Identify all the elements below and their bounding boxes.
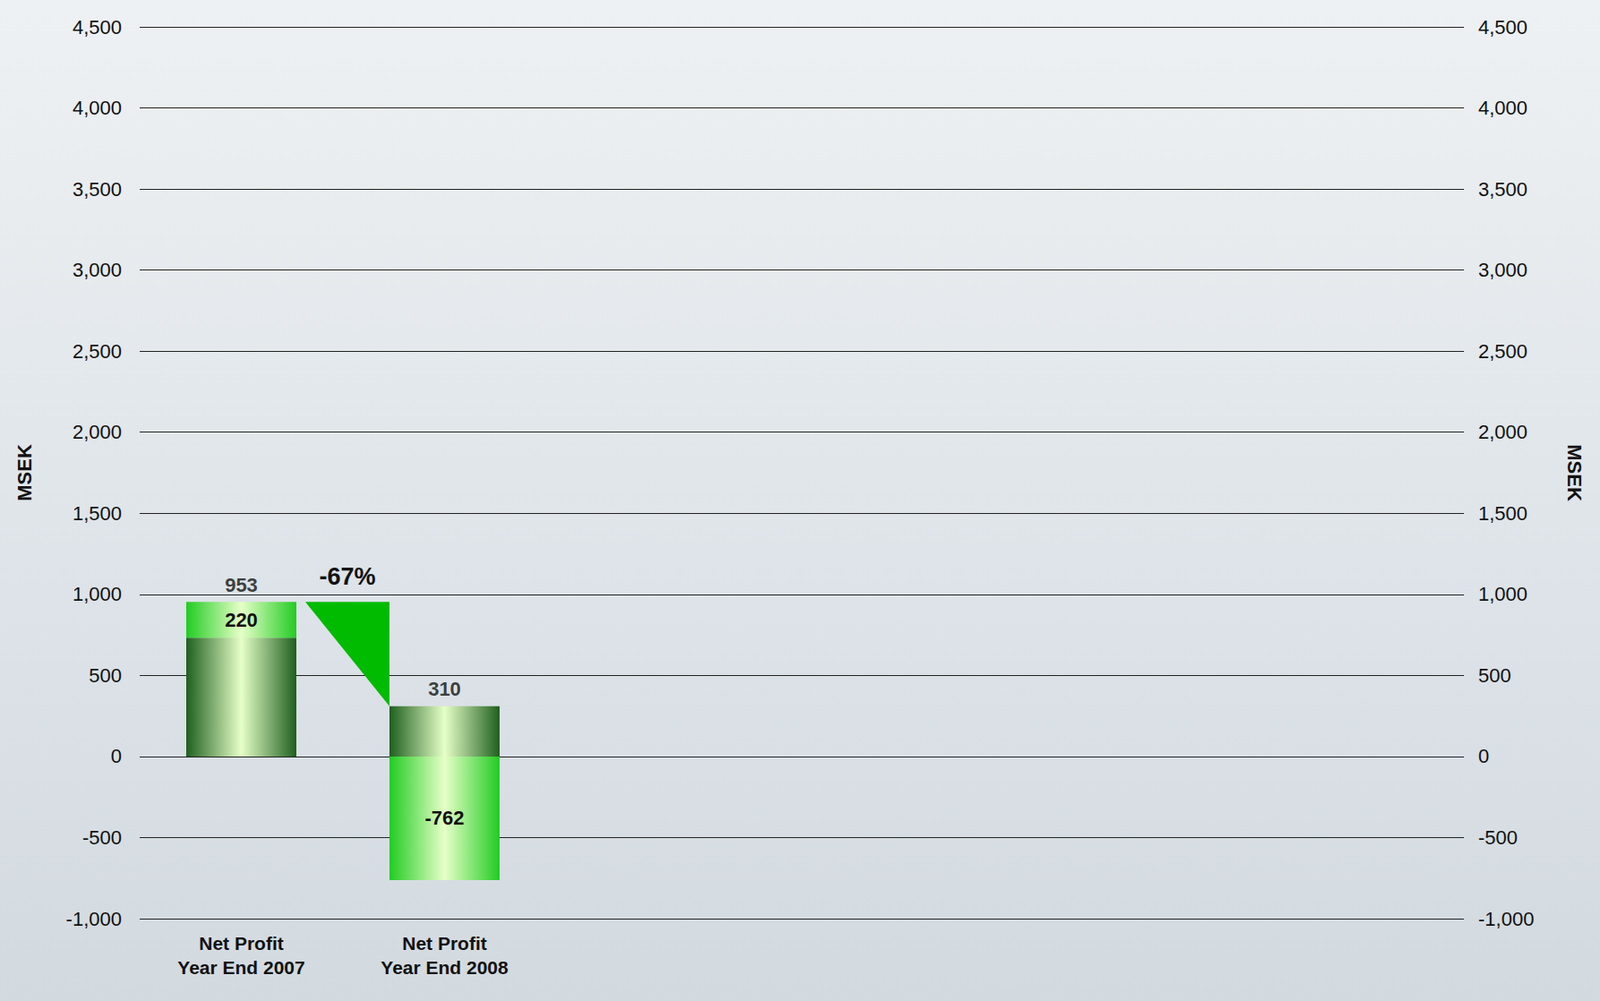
svg-text:3,000: 3,000 [1478,258,1528,282]
svg-text:MSEK: MSEK [13,444,36,502]
svg-text:Year End 2007: Year End 2007 [177,957,305,978]
svg-text:-762: -762 [424,806,464,830]
svg-text:4,000: 4,000 [72,96,122,120]
svg-text:953: 953 [224,573,258,597]
svg-text:Net Profit: Net Profit [402,932,488,954]
svg-text:MSEK: MSEK [1563,444,1586,502]
svg-text:Net Profit: Net Profit [198,932,284,954]
svg-text:2,500: 2,500 [72,340,122,363]
svg-text:1,000: 1,000 [72,582,122,606]
svg-text:4,500: 4,500 [1478,16,1528,39]
svg-text:220: 220 [224,608,258,632]
svg-text:3,500: 3,500 [1478,178,1528,201]
svg-text:3,000: 3,000 [72,258,122,282]
svg-text:-1,000: -1,000 [66,907,122,931]
svg-text:1,000: 1,000 [1478,582,1528,606]
svg-text:3,500: 3,500 [72,178,122,201]
svg-text:500: 500 [1478,664,1512,687]
svg-text:Year End 2008: Year End 2008 [380,957,509,978]
svg-text:500: 500 [88,664,122,687]
svg-text:1,500: 1,500 [72,502,122,525]
svg-text:2,500: 2,500 [1478,340,1528,363]
svg-text:1,500: 1,500 [1478,502,1528,525]
svg-text:-500: -500 [82,826,122,849]
svg-text:4,500: 4,500 [72,16,122,39]
svg-text:-500: -500 [1478,826,1518,849]
svg-text:2,000: 2,000 [72,420,122,444]
svg-text:310: 310 [427,677,462,701]
svg-text:0: 0 [1478,744,1489,768]
svg-text:4,000: 4,000 [1478,96,1528,120]
svg-text:-67%: -67% [318,563,376,591]
svg-text:2,000: 2,000 [1478,420,1528,444]
svg-text:-1,000: -1,000 [1478,907,1534,931]
svg-text:0: 0 [111,744,122,768]
